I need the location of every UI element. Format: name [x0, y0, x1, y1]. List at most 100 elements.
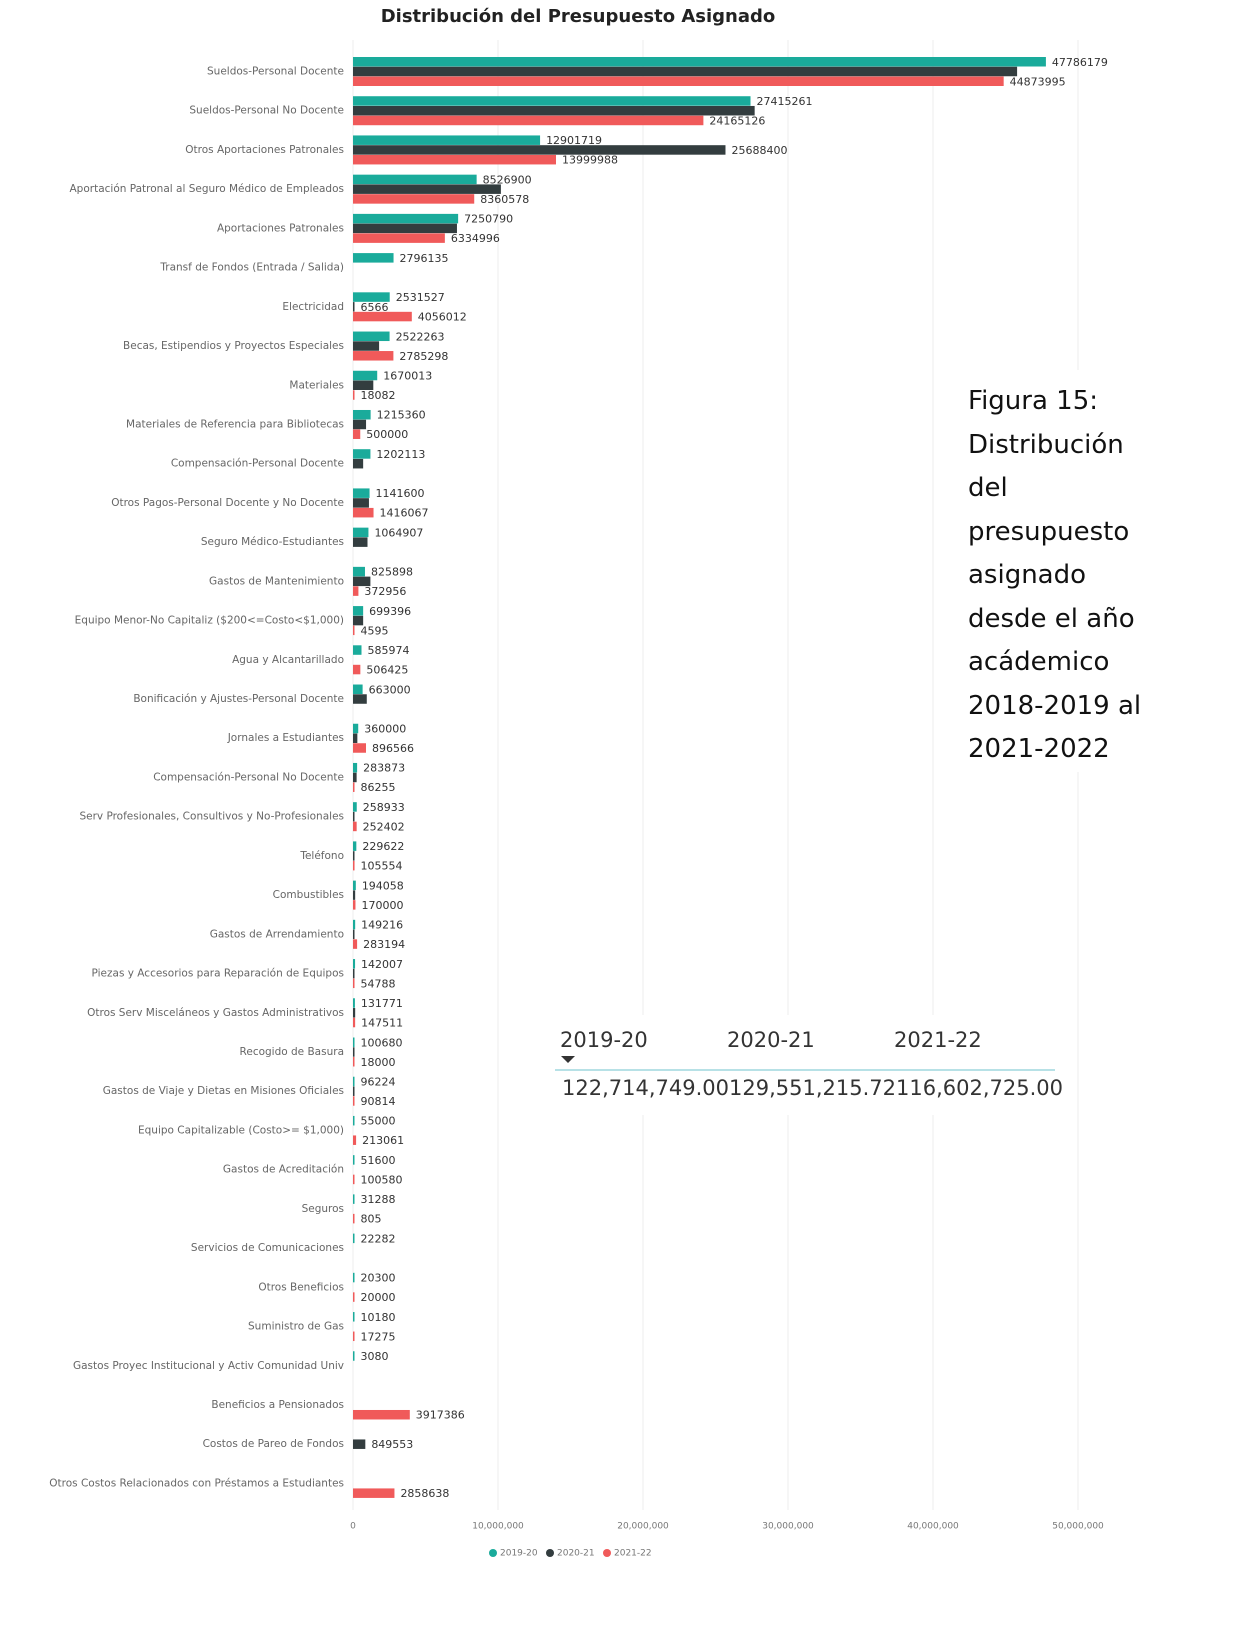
bar [353, 1135, 357, 1145]
data-label: 25688400 [731, 144, 787, 157]
bar [353, 566, 365, 577]
bar [353, 302, 355, 312]
data-label: 18082 [361, 389, 396, 402]
bar [353, 1312, 355, 1322]
data-label: 2785298 [399, 350, 448, 363]
data-label: 283873 [363, 762, 405, 775]
data-label: 506425 [366, 664, 408, 677]
bar [353, 1096, 355, 1106]
bar [353, 1086, 355, 1096]
data-label: 131771 [361, 997, 403, 1010]
data-label: 6334996 [451, 232, 500, 245]
data-label: 2796135 [400, 252, 449, 265]
bar [353, 684, 363, 695]
bars: Sueldos-Personal Docente 47786179 44873995… [49, 56, 1108, 1500]
bar [353, 174, 477, 185]
data-label: 1202113 [376, 448, 425, 461]
y-tick-label: Otros Beneficios [258, 1281, 344, 1293]
data-label: 147511 [361, 1017, 403, 1030]
x-tick-label: 30,000,000 [762, 1522, 814, 1532]
bar [353, 1213, 355, 1224]
bar [353, 66, 1018, 77]
bar [353, 733, 358, 743]
bar [353, 762, 358, 773]
grid: 0 10,000,000 20,000,000 30,000,000 40,000,00… [350, 40, 1104, 1532]
data-label: 17275 [361, 1330, 396, 1343]
data-label: 699396 [369, 605, 411, 618]
data-label: 1670013 [383, 370, 432, 383]
bar [353, 1076, 355, 1087]
y-tick-label: Aportación Patronal al Seguro Médico de … [70, 183, 345, 195]
data-label: 27415261 [757, 95, 813, 108]
bar [353, 821, 357, 832]
bar [353, 606, 364, 616]
bar [353, 919, 356, 930]
card-value: 122,714,749.00 [562, 1076, 729, 1100]
bar [353, 507, 374, 518]
data-label: 500000 [366, 428, 408, 441]
data-label: 1141600 [376, 487, 425, 500]
bar [353, 390, 355, 400]
bar [353, 1174, 355, 1185]
data-label: 4595 [361, 624, 389, 637]
bar [353, 645, 362, 655]
bar [353, 615, 364, 626]
y-tick-label: Teléfono [299, 850, 344, 862]
bar [353, 586, 359, 596]
y-tick-label: Otros Costos Relacionados con Préstamos … [49, 1477, 344, 1489]
card-backdrop [545, 1015, 1065, 1115]
y-tick-label: Gastos de Acreditación [223, 1164, 344, 1176]
bar [353, 802, 357, 812]
bar [353, 900, 356, 910]
data-label: 252402 [363, 820, 405, 833]
data-label: 18000 [361, 1056, 396, 1069]
bar [353, 1292, 355, 1302]
data-label: 8526900 [483, 173, 532, 186]
legend-label: 2021-22 [614, 1549, 652, 1559]
data-label: 86255 [361, 781, 396, 794]
bar [353, 1017, 356, 1028]
y-tick-label: Beneficios a Pensionados [211, 1399, 344, 1411]
bar [353, 1409, 410, 1420]
bar [353, 1351, 355, 1361]
bar [353, 527, 369, 538]
bar [353, 1047, 355, 1057]
data-label: 283194 [363, 938, 405, 951]
data-label: 20000 [361, 1291, 396, 1304]
bar [353, 184, 501, 194]
bar [353, 1155, 355, 1165]
bar [353, 115, 704, 126]
data-label: 360000 [364, 722, 406, 735]
legend-swatch [546, 1549, 554, 1557]
bar [353, 723, 359, 734]
bar [353, 851, 355, 861]
data-label: 213061 [362, 1134, 404, 1147]
legend-label: 2020-21 [557, 1549, 595, 1559]
y-tick-label: Seguro Médico-Estudiantes [201, 536, 344, 548]
bar [353, 782, 355, 792]
bar [353, 743, 367, 753]
bar [353, 253, 394, 263]
data-label: 7250790 [464, 213, 513, 226]
data-label: 194058 [362, 879, 404, 892]
bar [353, 488, 370, 498]
bar [353, 96, 751, 106]
data-label: 105554 [361, 860, 403, 873]
legend-label: 2019-20 [500, 1549, 538, 1559]
data-label: 20300 [361, 1272, 396, 1285]
bar [353, 331, 390, 342]
bar [353, 57, 1046, 67]
data-label: 3917386 [416, 1409, 465, 1422]
y-tick-label: Gastos de Arrendamiento [210, 928, 344, 940]
bar [353, 233, 445, 243]
bar [353, 664, 361, 675]
bar [353, 1115, 355, 1126]
y-tick-label: Piezas y Accesorios para Reparación de E… [92, 968, 344, 980]
data-label: 96224 [361, 1075, 396, 1088]
y-tick-label: Jornales a Estudiantes [227, 732, 344, 744]
data-label: 100580 [361, 1173, 403, 1186]
bar [353, 292, 390, 302]
bar [353, 458, 364, 469]
data-label: 229622 [362, 840, 404, 853]
data-label: 896566 [372, 742, 414, 755]
